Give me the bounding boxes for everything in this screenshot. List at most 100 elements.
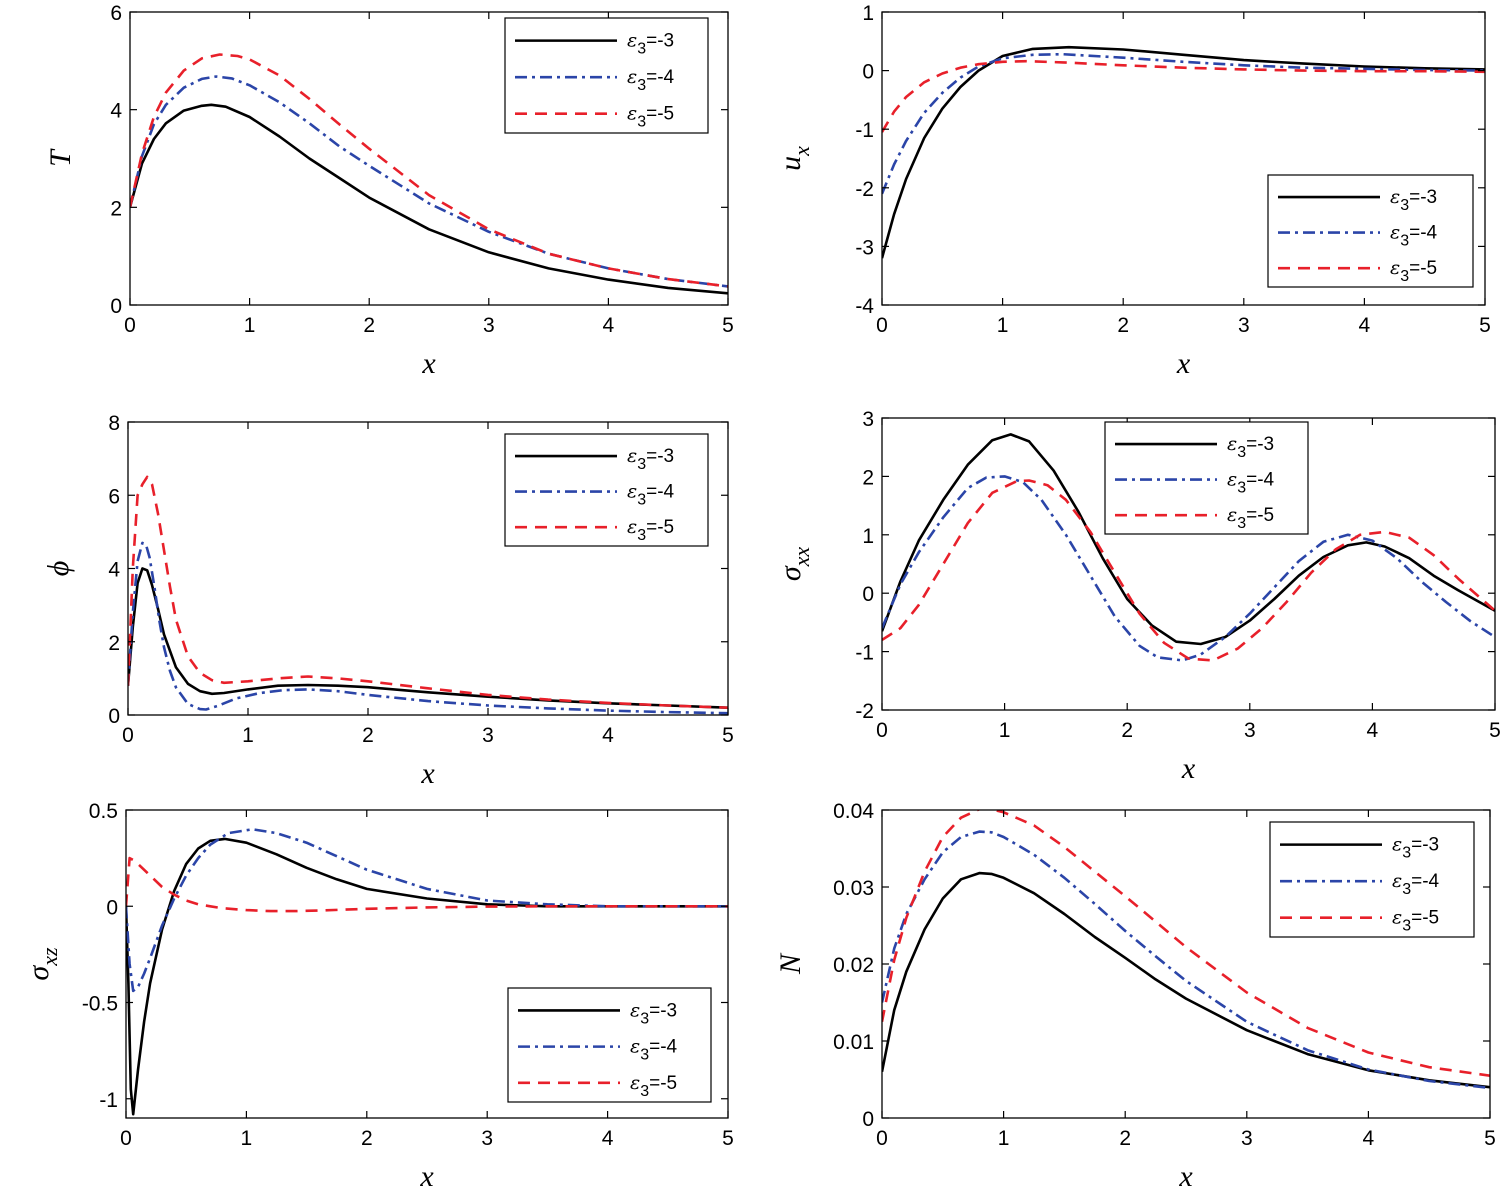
x-tick-label: 2 bbox=[362, 724, 374, 747]
y-tick-label: 6 bbox=[110, 2, 122, 25]
legend-label: ε3=-5 bbox=[1392, 907, 1439, 935]
legend-box bbox=[507, 987, 712, 1103]
series-line-N-1 bbox=[882, 871, 1490, 1089]
axes-box-sxx bbox=[881, 417, 1496, 711]
x-tick-label: 4 bbox=[1363, 1127, 1375, 1150]
x-tick-label: 3 bbox=[1238, 314, 1250, 337]
series-line-T-1 bbox=[130, 103, 728, 295]
y-tick-label: -4 bbox=[855, 295, 874, 318]
x-tick-label: 4 bbox=[602, 1127, 614, 1150]
y-tick-label: 0 bbox=[862, 61, 874, 84]
x-axis-label: x bbox=[1176, 347, 1191, 380]
x-axis-label: x bbox=[421, 347, 436, 380]
series-line-T-3 bbox=[130, 53, 728, 288]
series-line-ux-1 bbox=[882, 45, 1485, 259]
legend-sxz: ε3=-3 ε3=-4 ε3=-5 bbox=[507, 987, 712, 1103]
x-tick-label: 0 bbox=[122, 724, 134, 747]
x-tick-label: 2 bbox=[363, 314, 375, 337]
legend-ux: ε3=-3 ε3=-4 ε3=-5 bbox=[1267, 174, 1474, 288]
axes-box-ux bbox=[881, 11, 1486, 306]
y-tick-label: 0 bbox=[110, 295, 122, 318]
panel-sxx: 0 1 2 3 4 5 -2 -1 0 1 2 3 x σxx ε3=-3 ε3=-4 ε3=-5 bbox=[774, 408, 1501, 785]
x-axis-label: x bbox=[1181, 752, 1196, 785]
legend-label: ε3=-4 bbox=[627, 66, 675, 94]
x-tick-label: 1 bbox=[244, 314, 256, 337]
legend-T: ε3=-3 ε3=-4 ε3=-5 bbox=[504, 17, 709, 134]
axes-box-sxz bbox=[125, 809, 729, 1119]
panel-phi: 0 1 2 3 4 5 0 2 4 6 8 x ϕ ε3=-3 ε3=-4 ε3=-5 bbox=[42, 412, 734, 790]
x-tick-label: 3 bbox=[1241, 1127, 1253, 1150]
y-tick-label: 0.04 bbox=[833, 800, 874, 823]
x-tick-label: 2 bbox=[1117, 314, 1129, 337]
legend-label: ε3=-3 bbox=[1227, 433, 1274, 461]
legend-N: ε3=-3 ε3=-4 ε3=-5 bbox=[1269, 821, 1475, 938]
x-tick-label: 4 bbox=[1367, 719, 1379, 742]
panel-sxz: 0 1 2 3 4 5 -1 -0.5 0 0.5 x σxz ε3=-3 ε3=-4 ε3=-5 bbox=[22, 800, 734, 1193]
x-tick-label: 4 bbox=[602, 724, 614, 747]
y-tick-label: 2 bbox=[862, 466, 874, 489]
y-tick-label: 4 bbox=[110, 100, 122, 123]
x-tick-label: 3 bbox=[483, 314, 495, 337]
series-line-sxx-3 bbox=[882, 479, 1495, 662]
legend-box bbox=[1104, 421, 1309, 535]
legend-box bbox=[1269, 821, 1475, 938]
legend-label: ε3=-4 bbox=[627, 481, 675, 509]
legend-label: ε3=-5 bbox=[627, 103, 674, 131]
panel-ux: 0 1 2 3 4 5 -4 -3 -2 -1 0 1 x ux ε3=-3 ε3=-4 ε3=-5 bbox=[774, 2, 1491, 380]
legend-label: ε3=-5 bbox=[1227, 504, 1274, 532]
y-tick-label: 0 bbox=[108, 705, 120, 728]
y-axis-label: ux bbox=[774, 146, 814, 171]
y-tick-label: 3 bbox=[862, 408, 874, 431]
y-tick-label: 0.01 bbox=[833, 1031, 874, 1054]
legend-label: ε3=-3 bbox=[1392, 834, 1439, 862]
y-tick-label: 4 bbox=[108, 559, 120, 582]
legend-label: ε3=-4 bbox=[630, 1036, 678, 1064]
x-tick-label: 4 bbox=[603, 314, 615, 337]
x-axis-label: x bbox=[1178, 1160, 1193, 1189]
x-tick-label: 0 bbox=[876, 314, 888, 337]
x-tick-label: 5 bbox=[722, 314, 734, 337]
y-axis-label: σxz bbox=[22, 947, 62, 981]
x-tick-label: 2 bbox=[361, 1127, 373, 1150]
x-tick-label: 5 bbox=[1489, 719, 1501, 742]
y-tick-label: 0.02 bbox=[833, 954, 874, 977]
panel-T: 0 1 2 3 4 5 0 2 4 6 x Tε3=-3 ε3=-4 ε3=-5 bbox=[44, 2, 734, 380]
y-tick-label: 0 bbox=[862, 583, 874, 606]
series-line-sxx-2 bbox=[882, 475, 1495, 662]
y-tick-label: -0.5 bbox=[82, 993, 118, 1016]
y-tick-label: -1 bbox=[99, 1089, 118, 1112]
y-tick-label: 0.5 bbox=[89, 800, 118, 823]
y-tick-label: 0.03 bbox=[833, 877, 874, 900]
x-tick-label: 1 bbox=[998, 1127, 1010, 1150]
x-axis-label: x bbox=[419, 1160, 434, 1189]
series-line-phi-1 bbox=[128, 567, 728, 709]
series-line-phi-3 bbox=[128, 475, 728, 709]
x-tick-label: 2 bbox=[1121, 719, 1133, 742]
axes-box-T bbox=[129, 11, 729, 306]
x-tick-label: 1 bbox=[999, 719, 1011, 742]
series-line-ux-2 bbox=[882, 52, 1485, 195]
y-tick-label: -1 bbox=[855, 642, 874, 665]
x-tick-label: 5 bbox=[1484, 1127, 1496, 1150]
y-tick-label: -2 bbox=[855, 178, 874, 201]
y-axis-label: σxx bbox=[774, 547, 814, 582]
x-tick-label: 0 bbox=[876, 1127, 888, 1150]
legend-phi: ε3=-3 ε3=-4 ε3=-5 bbox=[504, 433, 709, 547]
legend-label: ε3=-3 bbox=[627, 30, 674, 58]
series-line-phi-2 bbox=[128, 541, 728, 715]
x-tick-label: 5 bbox=[722, 1127, 734, 1150]
series-line-sxz-2 bbox=[126, 828, 728, 993]
x-tick-label: 0 bbox=[120, 1127, 132, 1150]
legend-label: ε3=-3 bbox=[1390, 186, 1437, 214]
legend-box bbox=[504, 17, 709, 134]
y-axis-label: T bbox=[44, 148, 77, 167]
legend-label: ε3=-3 bbox=[630, 999, 677, 1027]
y-tick-label: 1 bbox=[862, 2, 874, 25]
x-tick-label: 1 bbox=[241, 1127, 253, 1150]
x-tick-label: 1 bbox=[242, 724, 254, 747]
y-tick-label: 1 bbox=[862, 525, 874, 548]
legend-box bbox=[504, 433, 709, 547]
series-line-N-3 bbox=[882, 810, 1490, 1077]
